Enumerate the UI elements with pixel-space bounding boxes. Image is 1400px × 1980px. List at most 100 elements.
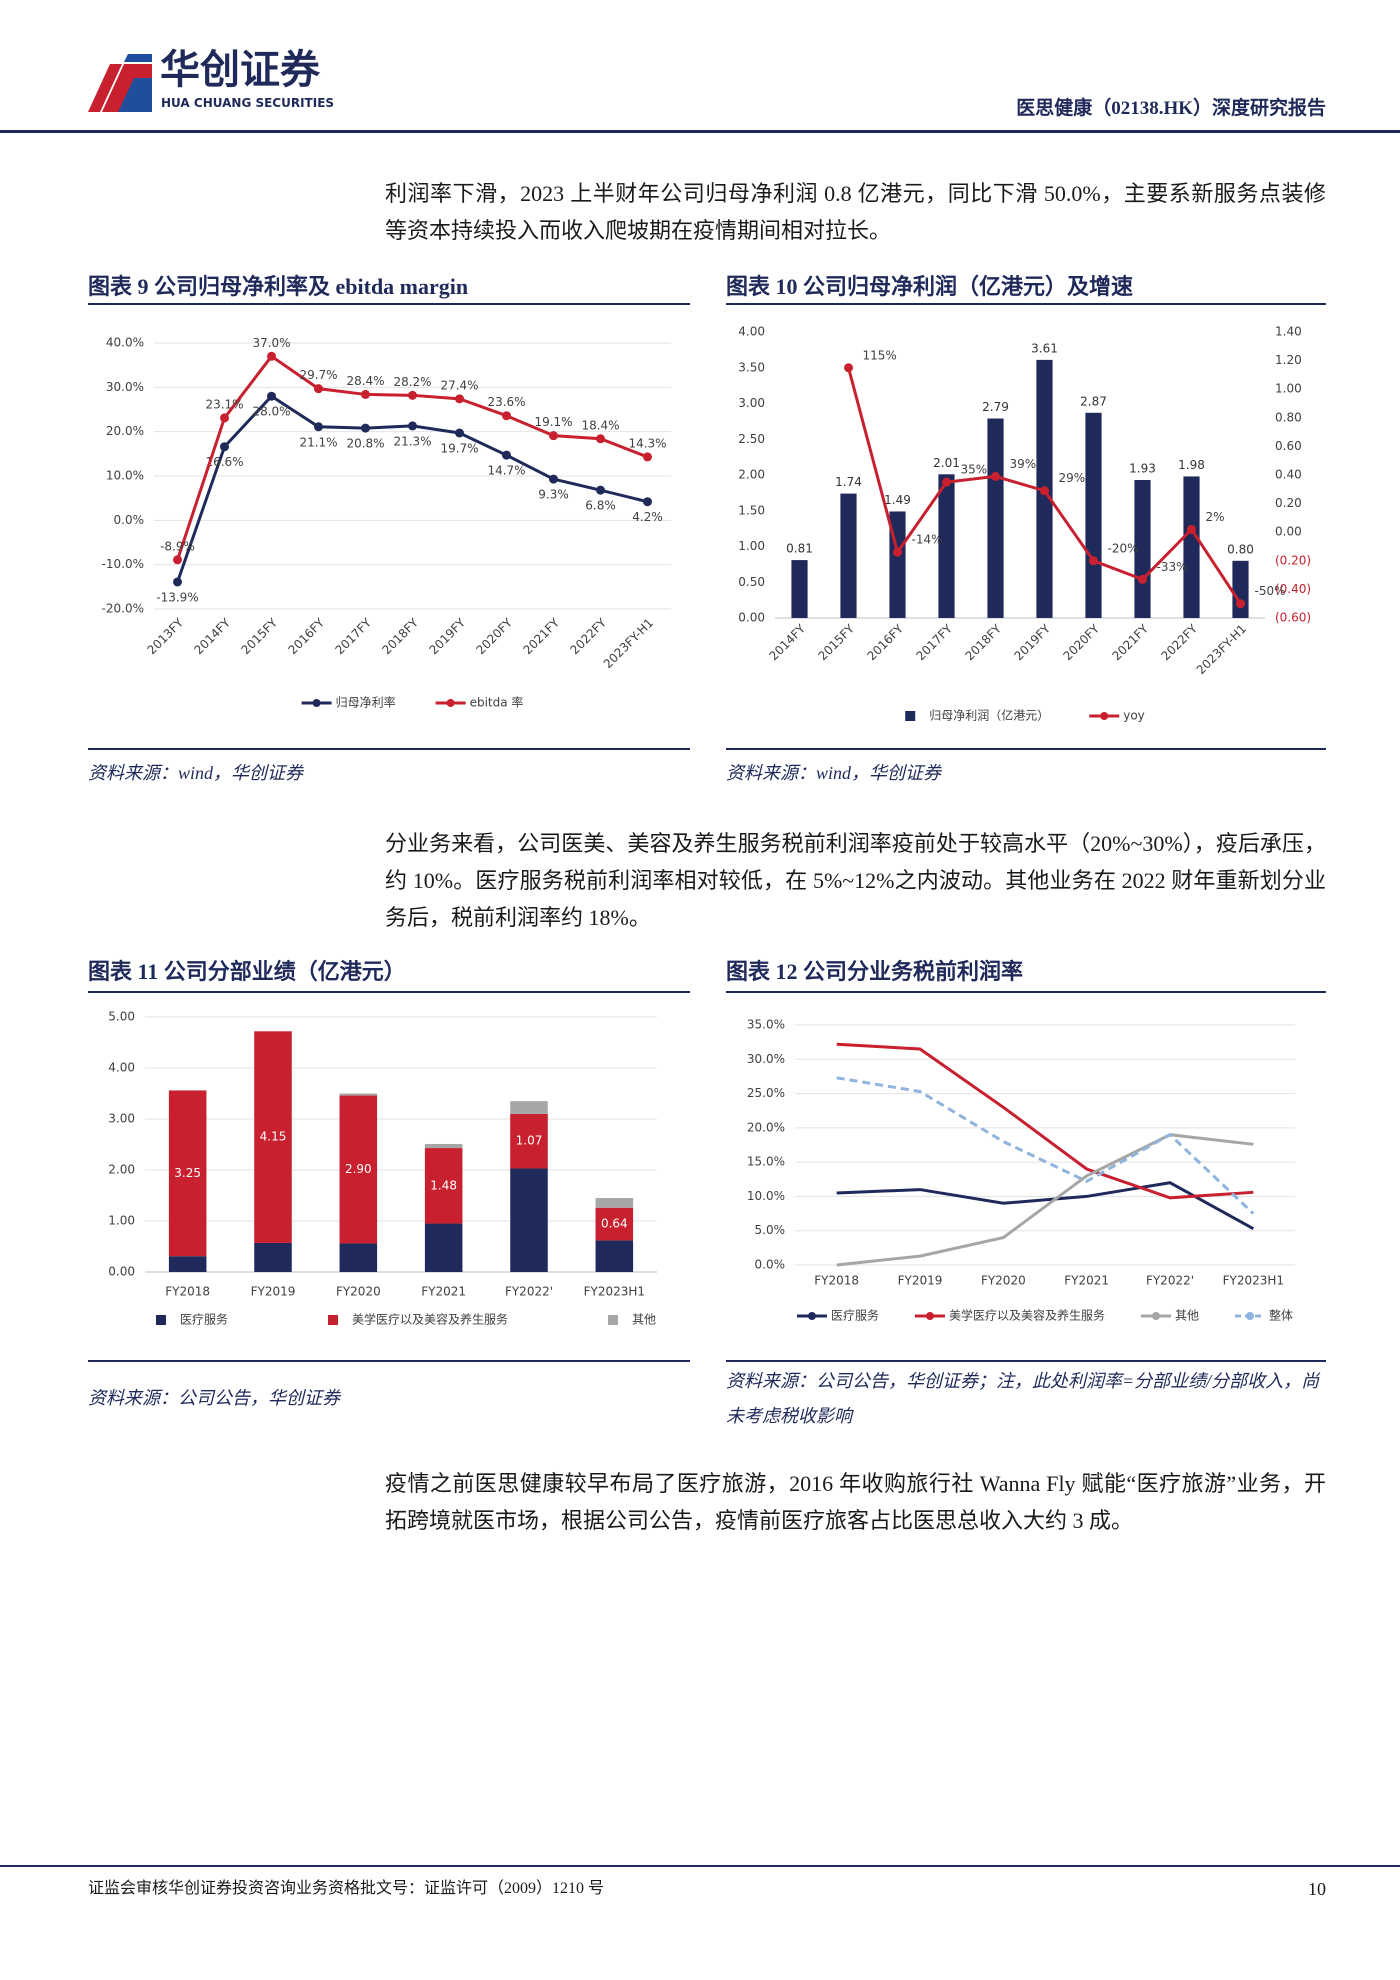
figure-title: 图表 12 公司分业务税前利润率 [726, 959, 1024, 984]
marker [643, 497, 652, 507]
y-tick-label: 40.0% [106, 336, 144, 350]
bar [510, 1113, 548, 1169]
x-tick-label: 2014FY [192, 615, 234, 657]
x-tick-label: 2022FY [1159, 621, 1201, 663]
x-tick-label: 2021FY [521, 615, 563, 657]
y-tick-label: (0.20) [1275, 553, 1311, 567]
legend-marker [807, 1312, 816, 1320]
bar [168, 1256, 207, 1272]
data-label: 19.7% [440, 441, 478, 455]
y-tick-label: 35.0% [747, 1018, 785, 1032]
y-tick-label: -10.0% [102, 557, 144, 571]
legend-label: 归母净利率 [336, 695, 396, 710]
marker [844, 363, 853, 373]
legend-label: 医疗服务 [180, 1312, 228, 1327]
legend: 归母净利润（亿港元） yoy [905, 708, 1145, 723]
marker [942, 477, 951, 487]
bar [510, 1101, 548, 1114]
y-tick-label: 5.0% [755, 1223, 786, 1237]
x-tick-label: 2018FY [963, 621, 1005, 663]
x-tick-label: FY2018 [165, 1285, 210, 1299]
marker [173, 555, 182, 565]
bar [1085, 412, 1102, 618]
data-label: 2.79 [982, 400, 1009, 414]
bar [595, 1207, 634, 1241]
bar [1183, 476, 1200, 618]
data-label: 1.98 [1178, 458, 1205, 472]
x-tick-label: 2013FY [145, 615, 187, 657]
data-label: 19.1% [534, 415, 572, 429]
y-tick-label: 0.0% [755, 1258, 786, 1272]
legend-marker [1152, 1312, 1160, 1320]
x-tick-label: FY2020 [981, 1274, 1026, 1288]
y-tick-label: 5.00 [108, 1010, 135, 1024]
y-tick-label: 15.0% [747, 1155, 785, 1169]
page-number: 10 [1308, 1879, 1326, 1899]
y-tick-label: 30.0% [747, 1052, 785, 1066]
data-label: 1.49 [884, 493, 911, 507]
x-tick-label: 2019FY [1012, 621, 1054, 663]
data-label: 16.6% [205, 455, 243, 469]
y-tick-label: 1.20 [1275, 353, 1302, 367]
marker [361, 423, 370, 433]
legend-label: 美学医疗以及美容及养生服务 [949, 1308, 1105, 1323]
figure-rule [726, 1360, 1326, 1362]
x-tick-label: 2014FY [767, 621, 809, 663]
legend-marker [312, 699, 321, 707]
x-tick-label: 2023FY-H1 [1194, 622, 1249, 677]
y-tick-label: 2.00 [108, 1163, 135, 1177]
y-tick-label: 10.0% [747, 1189, 785, 1203]
legend-label: yoy [1123, 709, 1145, 723]
legend-swatch [327, 1315, 338, 1325]
bar [168, 1090, 207, 1257]
figure-rule [88, 303, 690, 305]
y-tick-label: 30.0% [106, 380, 144, 394]
marker [549, 474, 558, 484]
marker [220, 442, 229, 452]
data-label: 1.93 [1129, 462, 1156, 476]
y-tick-label: 0.00 [108, 1265, 135, 1279]
bar [1134, 480, 1151, 618]
marker [991, 471, 1000, 481]
line [836, 1042, 1254, 1200]
y-tick-label: 10.0% [106, 469, 144, 483]
figure-rule [726, 303, 1326, 305]
bar [791, 560, 808, 618]
data-label: 27.4% [440, 378, 478, 392]
data-label: 37.0% [252, 336, 290, 350]
y-tick-label: 0.00 [1275, 525, 1302, 539]
marker [1089, 556, 1098, 566]
line [836, 1133, 1254, 1267]
y-tick-label: 20.0% [747, 1120, 785, 1134]
legend: 医疗服务 美学医疗以及美容及养生服务 其他 整体 [796, 1308, 1293, 1323]
data-label: 18.4% [581, 418, 619, 432]
marker [220, 413, 229, 423]
chart: 0.00 0.50 1.00 1.50 2.00 2.50 3.00 3.50 4.00 (0.6… [738, 325, 1311, 723]
bar [424, 1223, 463, 1272]
report-title: 医思健康（02138.HK）深度研究报告 [1016, 98, 1326, 119]
y-tick-label: 0.50 [738, 575, 765, 589]
marker [549, 431, 558, 441]
data-label: 28.2% [393, 375, 431, 389]
data-label: 2% [1206, 510, 1225, 524]
data-label: 2.87 [1080, 394, 1107, 408]
x-tick-label: 2022FY [568, 615, 610, 657]
data-label: 115% [863, 348, 897, 362]
legend-label: ebitda 率 [470, 695, 524, 710]
legend-label: 医疗服务 [831, 1308, 879, 1323]
y-tick-label: 20.0% [106, 424, 144, 438]
marker [502, 450, 511, 460]
y-tick-label: 0.60 [1275, 439, 1302, 453]
data-label: 4.15 [260, 1130, 287, 1144]
header-rule [0, 130, 1400, 133]
bar [254, 1242, 292, 1272]
x-tick-label: 2016FY [286, 615, 328, 657]
legend: 医疗服务 美学医疗以及美容及养生服务 其他 [155, 1312, 656, 1327]
data-label: 20.8% [346, 437, 384, 451]
logo-en: HUA CHUANG SECURITIES [161, 96, 335, 110]
x-tick-label: FY2023H1 [1223, 1274, 1284, 1288]
figure-rule [88, 748, 690, 750]
data-label: 21.1% [299, 435, 337, 449]
x-tick-label: 2019FY [427, 615, 469, 657]
legend-marker [925, 1312, 934, 1320]
